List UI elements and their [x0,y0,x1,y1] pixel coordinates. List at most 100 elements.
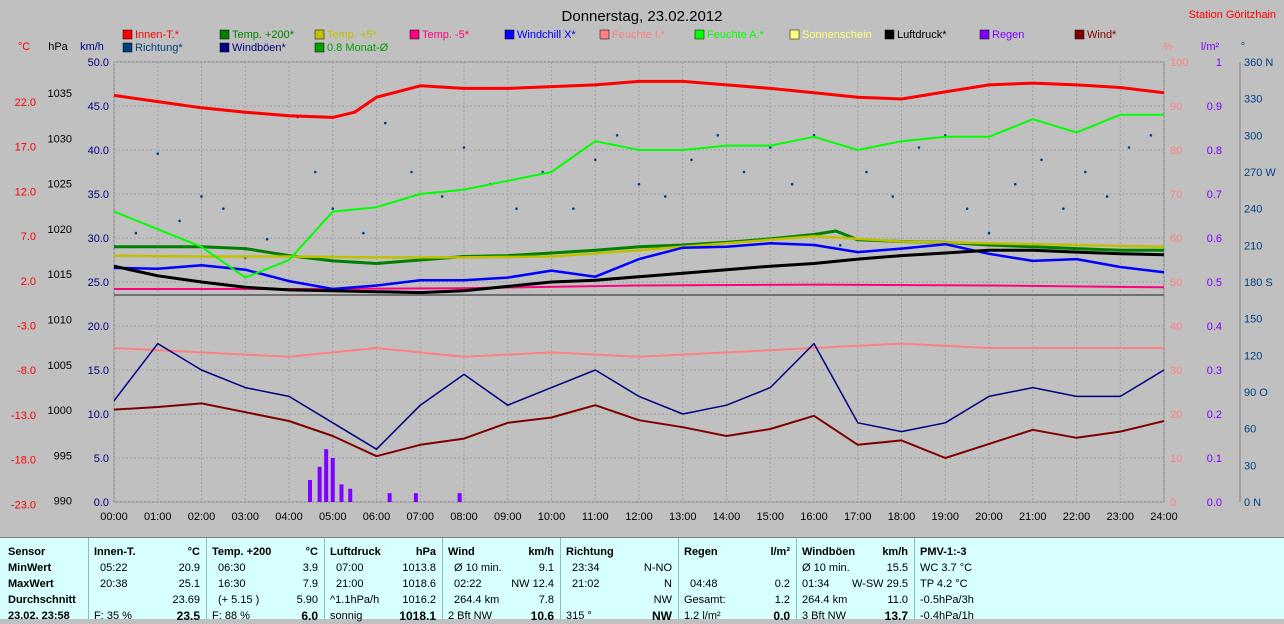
rain-bar [413,493,418,502]
direction-point [410,170,413,174]
tick-lqm: 0.4 [1207,321,1222,333]
stats-pmv-dewpoint: TP 4.2 °C [920,578,968,590]
unit-deg: ° [1241,41,1245,53]
rain-bar [348,488,353,502]
tick-time: 12:00 [625,511,653,523]
tick-hpa: 1025 [48,179,72,191]
stats-innen-humidity: F: 35 % [94,610,132,622]
series-layer [113,79,1165,502]
stats-regen-unit: l/m² [770,546,790,558]
tick-hpa: 1020 [48,224,72,236]
series-line-innen-t- [113,79,1165,119]
stats-richt-degrees: 315 ° [566,610,592,622]
stats-temp-min-time: 06:30 [218,562,246,574]
rain-bar [339,484,344,502]
tick-time: 10:00 [538,511,566,523]
tick-lqm: 0.0 [1207,497,1222,509]
tick-lqm: 0.5 [1207,277,1222,289]
tick-pct: 60 [1170,233,1182,245]
stats-richt-avg: NW [653,594,672,606]
direction-point [790,182,794,186]
stats-pmv-trend1h: -0.4hPa/1h [920,610,974,622]
stats-luft-avg: 1016.2 [402,594,436,606]
legend-label: Richtung* [135,42,183,54]
unit-kmh: km/h [80,41,104,53]
tick-celsius: -3.0 [17,321,36,333]
tick-celsius: -8.0 [17,365,36,377]
direction-point [768,146,772,149]
rain-bar [324,449,329,502]
legend-label: 0.8 Monat-Ø [327,42,389,54]
direction-point [716,134,720,137]
tick-celsius: -23.0 [11,499,36,511]
direction-point [178,219,181,223]
direction-point [313,170,317,174]
stats-richt-min-time: 23:34 [572,562,600,574]
stats-temp-min: 3.9 [302,562,318,574]
tick-time: 18:00 [888,511,916,523]
stats-luft-unit: hPa [415,546,436,558]
stats-richt-max-time: 21:02 [572,578,600,590]
stats-temp-avg: 5.90 [296,594,318,606]
legend-label: Temp. +5* [327,29,378,41]
tick-kmh: 30.0 [88,233,109,245]
x-axis: 00:00 01:00 02:00 03:00 04:00 05:00 06:00 07:00… [100,511,1178,523]
rain-bar [330,458,335,502]
legend-label: Temp. +200* [232,29,295,41]
legend-swatch [694,29,705,40]
stats-panel: Sensor MinWert MaxWert Durchschnitt 23.0… [0,537,1284,623]
direction-point [838,244,842,247]
tick-time: 07:00 [406,511,434,523]
unit-hpa: hPa [48,41,68,53]
tick-time: 01:00 [144,511,172,523]
legend-swatch [1074,29,1085,40]
legend-label: Sonnenschein [802,29,872,41]
tick-celsius: 2.0 [21,276,36,288]
stats-regen-max: 0.2 [774,578,790,590]
direction-point [690,158,693,162]
stats-col-innen: Innen-T. °C 05:22 20.9 20:38 25.1 23.69 F: … [88,538,207,623]
tick-lqm: 0.6 [1207,233,1222,245]
stats-col-temp: Temp. +200 °C 06:30 3.9 16:30 7.9 (+ 5.15 )… [206,538,325,623]
tick-kmh: 35.0 [88,189,109,201]
direction-point [891,195,895,198]
tick-direction: 300 [1244,130,1262,142]
tick-direction: 60 [1244,424,1256,436]
stats-wind-max: NW 12.4 [511,578,554,590]
tick-hpa: 990 [54,496,72,508]
direction-point [383,121,387,125]
stats-timestamp: 23.02. 23:58 [8,610,70,622]
tick-pct: 20 [1170,409,1182,421]
stats-richt-min: N-NO [643,562,672,574]
stats-boeen-max-time: 01:34 [802,578,830,590]
direction-point [462,146,466,149]
axis-unit-labels: °C hPa km/h % l/m² ° [18,41,1245,53]
legend-swatch [884,29,895,40]
stats-innen-current: 23.5 [176,609,200,623]
tick-time: 09:00 [494,511,522,523]
legend-swatch [504,29,515,40]
direction-point [1149,134,1153,137]
stats-sensor-head: Sensor [8,546,46,558]
tick-hpa: 1035 [48,88,72,100]
tick-direction: 90 O [1244,387,1268,399]
stats-temp-current: 6.0 [301,609,318,623]
direction-point [637,182,641,186]
legend-swatch [122,42,133,53]
stats-regen-current: 0.0 [773,609,790,623]
stats-min-label: MinWert [8,562,52,574]
tick-time: 21:00 [1019,511,1047,523]
series-line-windchill-x- [113,242,1165,291]
stats-col-wind: Wind km/h Ø 10 min. 9.1 02:22 NW 12.4 264.4… [442,538,561,623]
tick-celsius: 17.0 [15,142,36,154]
tick-celsius: 12.0 [15,186,36,198]
stats-temp-head: Temp. +200 [212,546,272,558]
direction-point [987,231,991,235]
stats-col-richtung: Richtung 23:34 N-NO 21:02 N NW 315 ° NW [560,538,679,623]
stats-luft-max: 1018.6 [402,578,436,590]
legend: Innen-T.* Temp. +200* Temp. +5* Temp. -5* Wi… [122,29,1117,54]
stats-luft-min: 1013.8 [402,562,436,574]
stats-luft-forecast: sonnig [330,610,363,622]
stats-col-sensor: Sensor MinWert MaxWert Durchschnitt 23.0… [0,538,89,622]
stats-luft-head: Luftdruck [330,546,381,558]
